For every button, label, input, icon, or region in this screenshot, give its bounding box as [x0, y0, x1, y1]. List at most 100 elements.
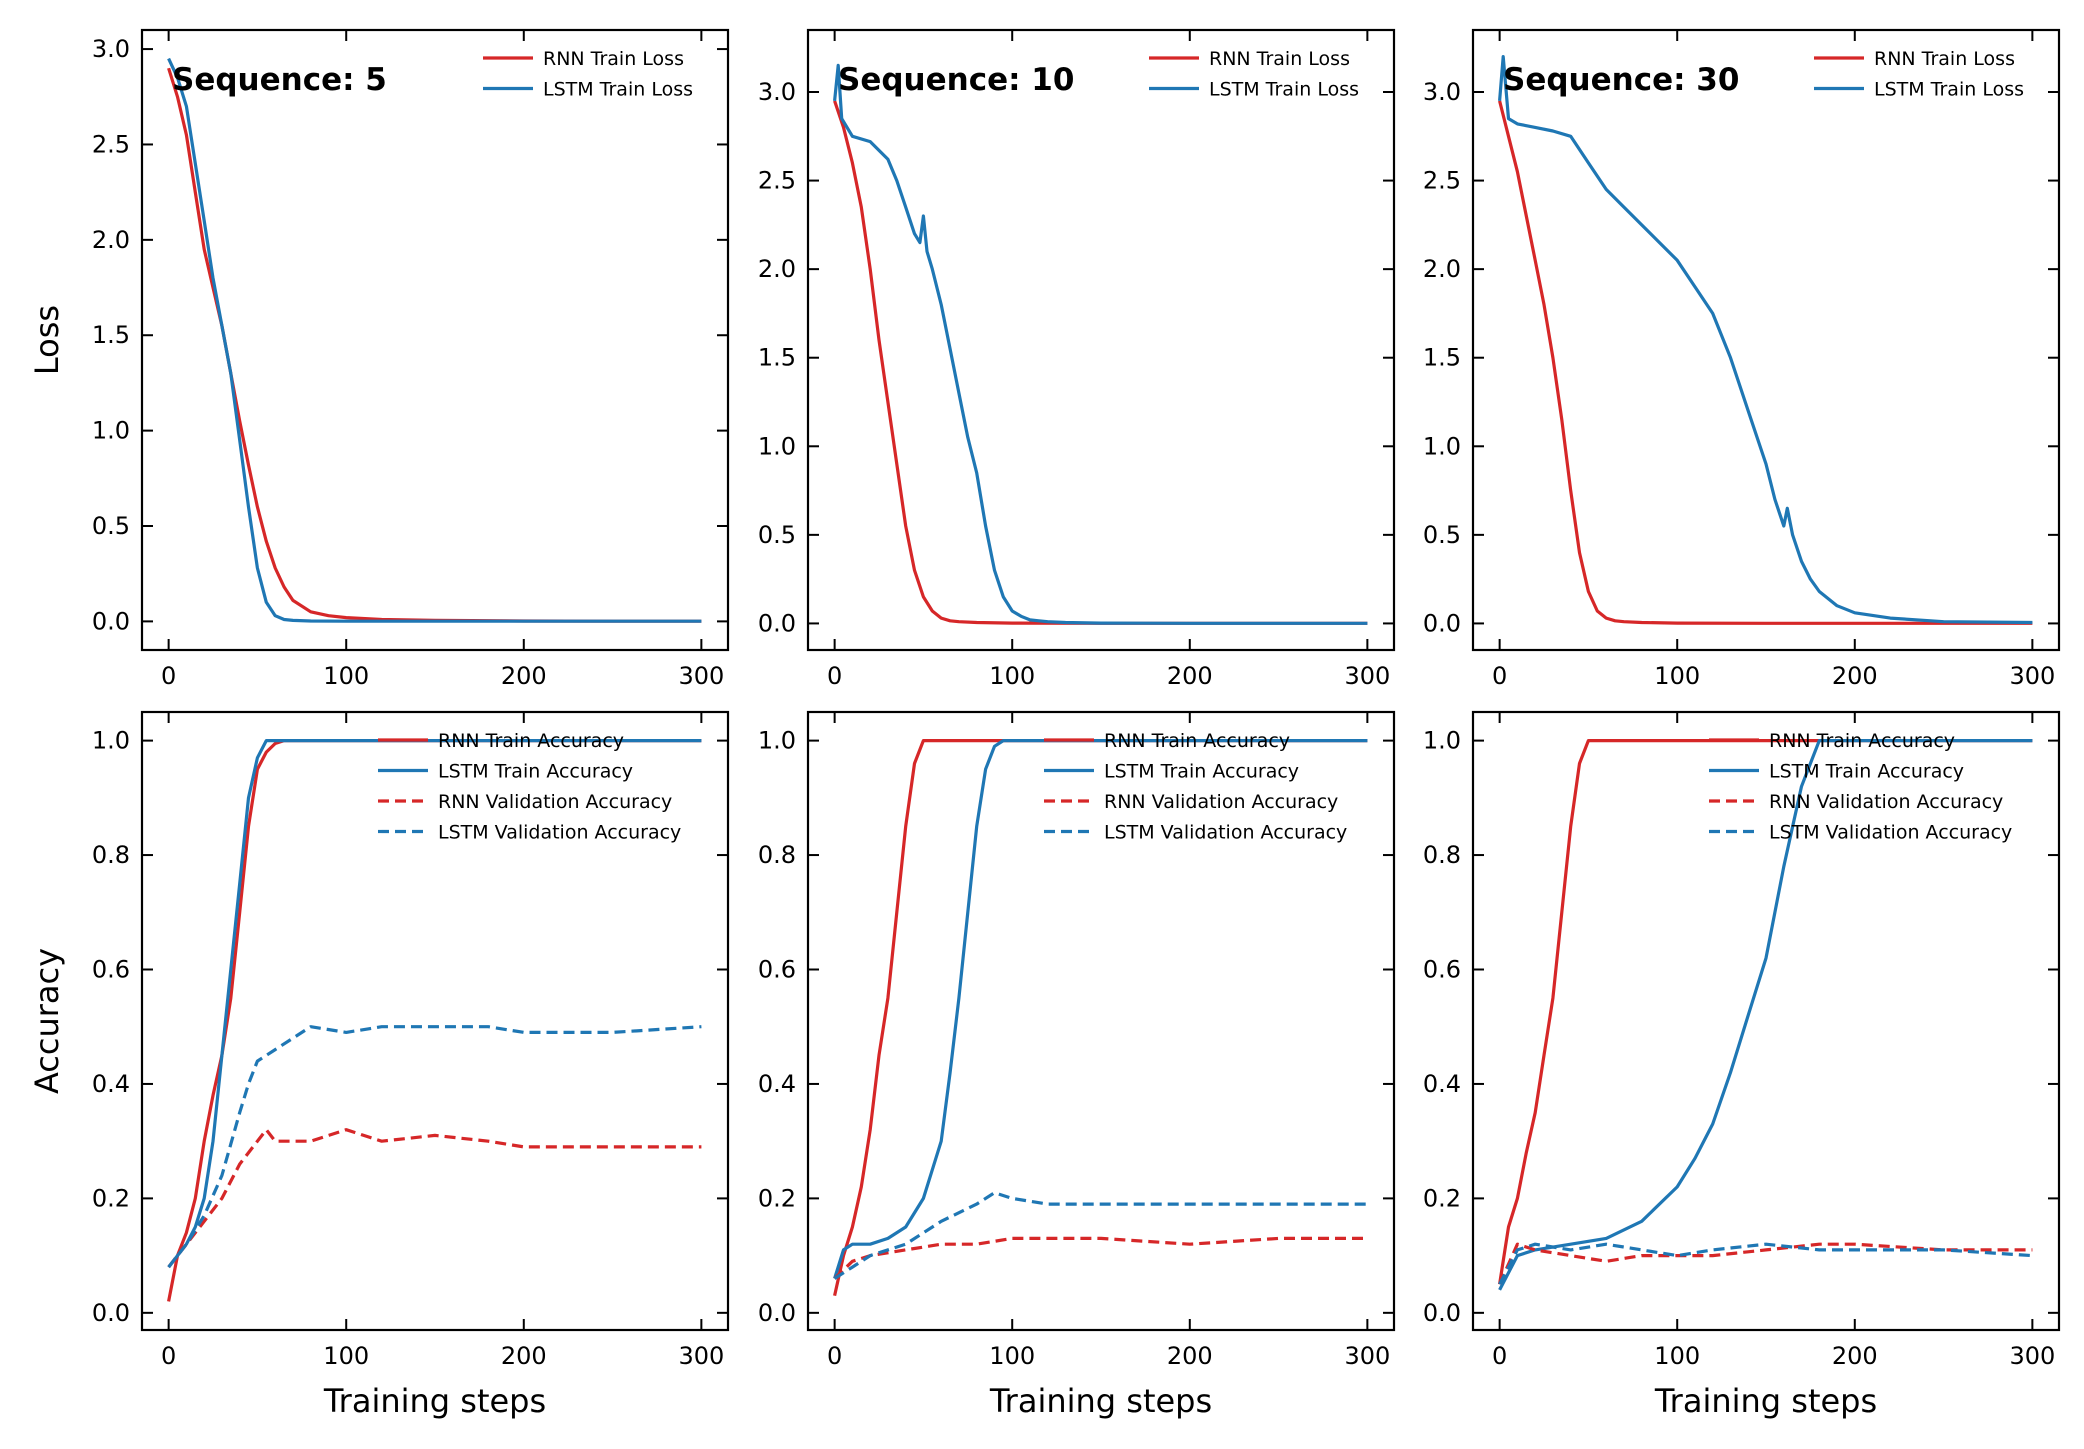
x-tick-label: 100 — [1654, 662, 1700, 690]
series-line-rnn-train-loss — [167, 67, 702, 623]
x-tick-label: 0 — [1492, 1342, 1507, 1370]
series-line-rnn-validation-accuracy — [1498, 1242, 2033, 1285]
legend-entry: RNN Validation Accuracy — [1769, 791, 2003, 813]
y-tick-label: 0.5 — [758, 521, 796, 549]
x-axis-label: Training steps — [323, 1382, 546, 1420]
x-tick-label: 300 — [2009, 1342, 2055, 1370]
x-tick-label: 200 — [1832, 1342, 1878, 1370]
y-axis-label: Accuracy — [28, 948, 66, 1094]
y-tick-label: 2.0 — [92, 226, 130, 254]
series-line-lstm-train-loss — [167, 57, 702, 623]
x-axis-label: Training steps — [1654, 1382, 1877, 1420]
series-line-rnn-validation-accuracy — [167, 1128, 702, 1269]
x-tick-label: 300 — [1344, 1342, 1390, 1370]
y-tick-label: 1.5 — [1423, 344, 1461, 372]
y-tick-label: 1.0 — [92, 417, 130, 445]
plot-frame — [1471, 28, 2061, 652]
y-tick-label: 3.0 — [758, 78, 796, 106]
series-line-lstm-validation-accuracy — [167, 1025, 702, 1269]
legend-entry: LSTM Validation Accuracy — [1104, 822, 1347, 844]
y-tick-label: 1.5 — [92, 321, 130, 349]
series-line-rnn-train-accuracy — [1498, 739, 2033, 1285]
legend: RNN Train Accuracy LSTM Train Accuracy RNN… — [1044, 730, 1347, 844]
legend-entry: RNN Validation Accuracy — [1104, 791, 1338, 813]
y-tick-label: 0.8 — [758, 841, 796, 869]
y-tick-label: 1.0 — [92, 727, 130, 755]
series-line-rnn-train-loss — [833, 100, 1368, 625]
y-tick-label: 0.2 — [1423, 1184, 1461, 1212]
legend-entry: LSTM Train Accuracy — [1769, 761, 1964, 783]
legend-entry: RNN Train Loss — [1874, 48, 2015, 70]
x-tick-label: 200 — [1167, 662, 1213, 690]
x-tick-label: 200 — [1832, 662, 1878, 690]
x-tick-label: 0 — [827, 662, 842, 690]
x-tick-label: 0 — [161, 1342, 176, 1370]
x-tick-label: 100 — [989, 1342, 1035, 1370]
x-tick-label: 100 — [989, 662, 1035, 690]
series-line-lstm-validation-accuracy — [1498, 1242, 2033, 1285]
plot-frame — [806, 710, 1396, 1332]
y-tick-label: 1.0 — [758, 727, 796, 755]
y-axis-label: Loss — [28, 305, 66, 375]
y-tick-label: 0.5 — [1423, 521, 1461, 549]
legend: RNN Train Accuracy LSTM Train Accuracy RNN… — [378, 730, 681, 844]
panel-top-right: 0 100 200 300 0.0 0.5 1.0 1.5 2.0 2.5 3.0 Sequence:… — [1423, 28, 2061, 690]
legend-entry: LSTM Train Loss — [1874, 79, 2024, 101]
y-tick-label: 0.0 — [1423, 609, 1461, 637]
panel-bottom-middle: 0 100 200 300 0.0 0.2 0.4 0.6 0.8 1.0 Training ste… — [758, 710, 1396, 1420]
y-tick-label: 0.0 — [92, 607, 130, 635]
legend-entry: RNN Validation Accuracy — [438, 791, 672, 813]
y-tick-label: 1.0 — [1423, 432, 1461, 460]
x-tick-label: 0 — [161, 662, 176, 690]
x-tick-label: 0 — [1492, 662, 1507, 690]
y-tick-label: 0.8 — [92, 841, 130, 869]
legend-entry: LSTM Train Accuracy — [438, 761, 633, 783]
y-tick-label: 0.6 — [1423, 956, 1461, 984]
series-line-lstm-train-loss — [833, 63, 1368, 625]
y-tick-label: 2.5 — [92, 130, 130, 158]
legend-entry: LSTM Train Loss — [543, 79, 693, 101]
legend: RNN Train Loss LSTM Train Loss — [483, 48, 693, 101]
y-tick-label: 0.0 — [92, 1299, 130, 1327]
legend-entry: RNN Train Loss — [1209, 48, 1350, 70]
y-tick-label: 2.0 — [1423, 255, 1461, 283]
legend-entry: LSTM Train Accuracy — [1104, 761, 1299, 783]
panel-top-left: 0 100 200 300 0.0 0.5 1.0 1.5 2.0 2.5 3.0 Loss Seque… — [28, 28, 730, 690]
y-tick-label: 0.8 — [1423, 841, 1461, 869]
legend-entry: LSTM Train Loss — [1209, 79, 1359, 101]
x-tick-label: 300 — [1344, 662, 1390, 690]
panel-bottom-right: 0 100 200 300 0.0 0.2 0.4 0.6 0.8 1.0 Training ste… — [1423, 710, 2061, 1420]
legend-entry: RNN Train Loss — [543, 48, 684, 70]
y-tick-label: 2.0 — [758, 255, 796, 283]
legend-entry: RNN Train Accuracy — [438, 730, 624, 752]
sequence-annotation: Sequence: 5 — [172, 62, 387, 98]
y-tick-label: 0.4 — [1423, 1070, 1461, 1098]
legend-entry: LSTM Validation Accuracy — [1769, 822, 2012, 844]
sequence-annotation: Sequence: 30 — [1503, 62, 1739, 98]
legend-entry: RNN Train Accuracy — [1104, 730, 1290, 752]
y-tick-label: 0.0 — [1423, 1299, 1461, 1327]
y-tick-label: 1.0 — [1423, 727, 1461, 755]
x-tick-label: 300 — [678, 662, 724, 690]
legend-entry: RNN Train Accuracy — [1769, 730, 1955, 752]
series-line-lstm-train-loss — [1498, 55, 2033, 625]
plot-frame — [140, 28, 730, 652]
series-line-rnn-train-loss — [1498, 100, 2033, 625]
panel-top-middle: 0 100 200 300 0.0 0.5 1.0 1.5 2.0 2.5 3.0 Sequence:… — [758, 28, 1396, 690]
y-tick-label: 1.0 — [758, 432, 796, 460]
plot-frame — [806, 28, 1396, 652]
y-tick-label: 0.4 — [92, 1070, 130, 1098]
y-tick-label: 0.4 — [758, 1070, 796, 1098]
legend: RNN Train Loss LSTM Train Loss — [1149, 48, 1359, 101]
x-tick-label: 300 — [678, 1342, 724, 1370]
y-tick-label: 0.6 — [92, 956, 130, 984]
x-tick-label: 0 — [827, 1342, 842, 1370]
x-tick-label: 200 — [501, 662, 547, 690]
x-axis-label: Training steps — [989, 1382, 1212, 1420]
y-tick-label: 3.0 — [92, 35, 130, 63]
series-line-lstm-validation-accuracy — [833, 1191, 1368, 1280]
y-tick-label: 1.5 — [758, 344, 796, 372]
x-tick-label: 200 — [1167, 1342, 1213, 1370]
plot-frame — [140, 710, 730, 1332]
